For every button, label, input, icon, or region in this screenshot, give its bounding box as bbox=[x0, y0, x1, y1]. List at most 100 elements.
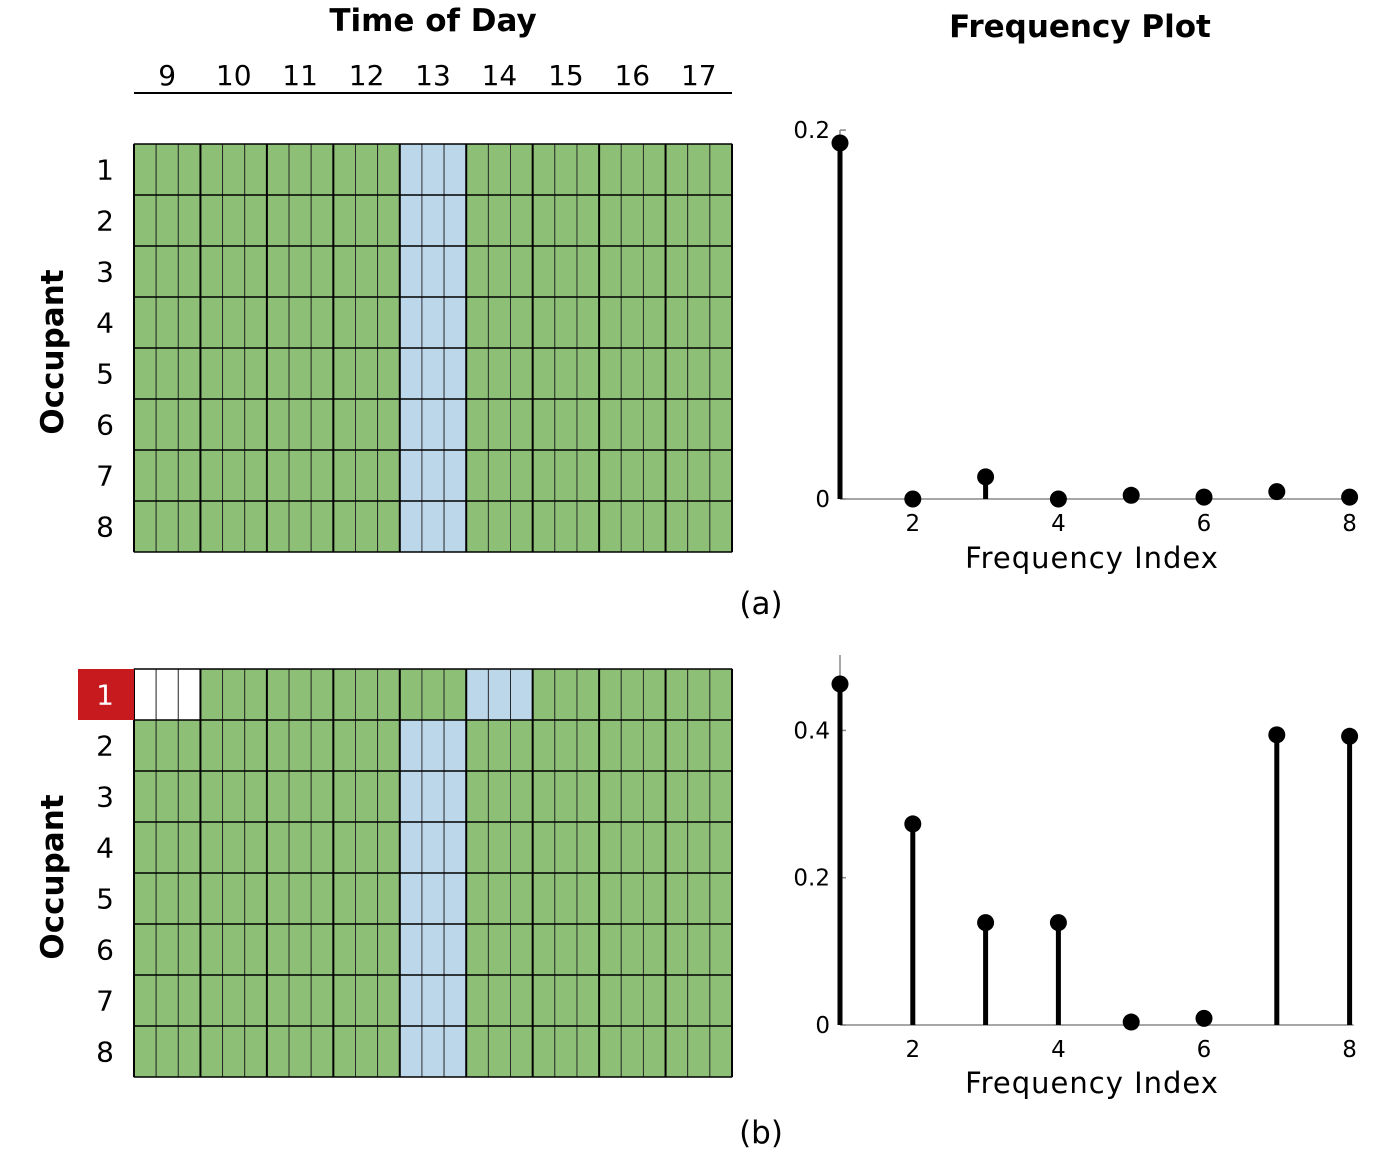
grid-cell bbox=[399, 872, 423, 925]
grid-cell bbox=[465, 668, 489, 721]
grid-cell bbox=[266, 821, 290, 874]
grid-cell bbox=[665, 923, 689, 976]
grid-cell bbox=[443, 194, 467, 247]
frequency-xlabel-b: Frequency Index bbox=[965, 1066, 1219, 1100]
grid-cell bbox=[443, 923, 467, 976]
grid-cell bbox=[421, 974, 445, 1027]
grid-cell bbox=[377, 1025, 401, 1078]
grid-cell bbox=[487, 872, 511, 925]
grid-cell bbox=[155, 872, 179, 925]
frequency-plot-b: 0 0.2 0.4 2 4 6 8 bbox=[793, 655, 1359, 1063]
grid-cell bbox=[222, 719, 246, 772]
grid-cell bbox=[155, 296, 179, 349]
stem-marker bbox=[977, 914, 995, 932]
grid-cell bbox=[199, 668, 224, 721]
grid-cell bbox=[399, 296, 423, 349]
x-tick-label: 6 bbox=[1197, 1037, 1212, 1063]
stem-marker bbox=[831, 675, 849, 693]
occupant-axis-label-b: Occupant bbox=[35, 794, 71, 959]
grid-cell bbox=[355, 974, 379, 1027]
grid-cell bbox=[155, 194, 179, 247]
grid-cell bbox=[576, 872, 600, 925]
x-tick-label: 6 bbox=[1197, 511, 1212, 537]
grid-cell bbox=[642, 245, 667, 298]
grid-cell bbox=[399, 770, 423, 823]
grid-cell bbox=[487, 449, 511, 502]
grid-cell bbox=[532, 449, 556, 502]
grid-cell bbox=[642, 872, 667, 925]
stem-marker bbox=[977, 468, 995, 486]
grid-cell bbox=[532, 296, 556, 349]
grid-cell bbox=[421, 770, 445, 823]
panel-label-a: (a) bbox=[739, 586, 782, 622]
grid-cell bbox=[288, 500, 312, 553]
grid-cell bbox=[199, 143, 224, 196]
grid-cell bbox=[620, 296, 644, 349]
grid-cell bbox=[355, 194, 379, 247]
hour-label: 12 bbox=[349, 59, 385, 92]
grid-cell bbox=[244, 347, 268, 400]
grid-cell bbox=[355, 872, 379, 925]
grid-cell bbox=[355, 770, 379, 823]
grid-cell bbox=[709, 719, 733, 772]
grid-cell bbox=[642, 296, 667, 349]
grid-cell bbox=[222, 449, 246, 502]
grid-cell bbox=[222, 398, 246, 451]
grid-cell bbox=[332, 872, 356, 925]
grid-cell bbox=[510, 194, 534, 247]
grid-cell bbox=[199, 245, 224, 298]
occupant-label: 5 bbox=[96, 883, 114, 916]
grid-cell bbox=[310, 770, 334, 823]
grid-cell bbox=[244, 923, 268, 976]
grid-cell bbox=[642, 974, 667, 1027]
occupant-labels-b: 1 2 3 4 5 6 7 8 bbox=[78, 669, 134, 1069]
grid-cell bbox=[133, 245, 157, 298]
grid-cell bbox=[266, 449, 290, 502]
occupant-label: 7 bbox=[96, 460, 114, 493]
grid-cell bbox=[133, 296, 157, 349]
grid-cell bbox=[177, 194, 201, 247]
stem-marker bbox=[831, 134, 849, 152]
stem-marker bbox=[1195, 488, 1213, 506]
grid-cell bbox=[642, 143, 667, 196]
grid-cell bbox=[598, 194, 622, 247]
grid-cell bbox=[355, 923, 379, 976]
grid-cell bbox=[665, 194, 689, 247]
stem-marker bbox=[904, 490, 922, 508]
grid-cell bbox=[199, 923, 224, 976]
grid-cell bbox=[377, 923, 401, 976]
grid-cell bbox=[133, 194, 157, 247]
grid-cell bbox=[665, 245, 689, 298]
grid-cell bbox=[598, 500, 622, 553]
grid-cell bbox=[598, 719, 622, 772]
grid-cell bbox=[377, 296, 401, 349]
grid-cell bbox=[576, 296, 600, 349]
grid-cell bbox=[554, 449, 578, 502]
occupant-label: 6 bbox=[96, 409, 114, 442]
stem-marker bbox=[1341, 488, 1359, 506]
grid-cell bbox=[332, 668, 356, 721]
grid-cell bbox=[222, 500, 246, 553]
grid-cell bbox=[576, 500, 600, 553]
occupant-label: 4 bbox=[96, 307, 114, 340]
grid-cell bbox=[133, 347, 157, 400]
grid-cell bbox=[709, 194, 733, 247]
grid-cell bbox=[687, 872, 711, 925]
occupant-label: 8 bbox=[96, 1036, 114, 1069]
grid-cell bbox=[465, 194, 489, 247]
grid-cell bbox=[199, 500, 224, 553]
grid-cell bbox=[399, 245, 423, 298]
grid-cell bbox=[155, 500, 179, 553]
grid-cell bbox=[576, 347, 600, 400]
grid-cell bbox=[532, 500, 556, 553]
y-tick-label: 0 bbox=[815, 1013, 830, 1039]
grid-cell bbox=[355, 1025, 379, 1078]
x-tick-label: 8 bbox=[1342, 1037, 1357, 1063]
grid-cell bbox=[620, 500, 644, 553]
occupancy-grid-b bbox=[133, 668, 733, 1078]
grid-cell bbox=[443, 398, 467, 451]
grid-cell bbox=[510, 770, 534, 823]
grid-cell bbox=[465, 821, 489, 874]
grid-cell bbox=[709, 347, 733, 400]
grid-cell bbox=[199, 449, 224, 502]
